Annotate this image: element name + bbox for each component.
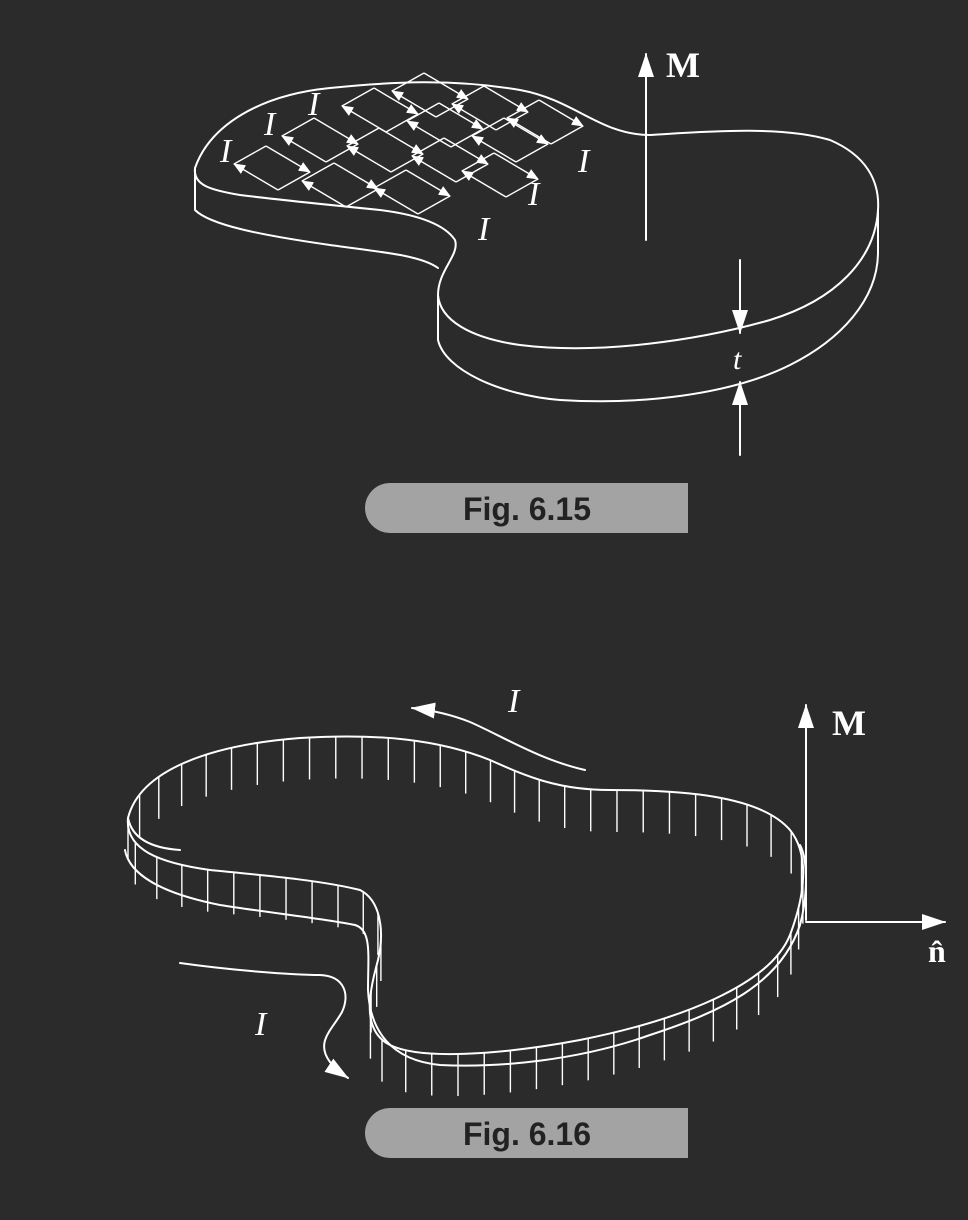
figure-caption: Fig. 6.16: [463, 1116, 591, 1152]
magnetization-label: M: [832, 703, 866, 743]
current-loop-segment: [325, 143, 359, 163]
current-loop-segment: [550, 125, 584, 145]
current-loop-segment: [506, 117, 552, 145]
fig-6-15: M t I I I I I I Fig. 6.15: [193, 45, 880, 533]
current-loop-segment: [417, 195, 451, 215]
current-loop-segment: [483, 85, 529, 113]
caption-pill: [365, 483, 688, 533]
current-arrow-out: [179, 962, 349, 1079]
current-loop-segment: [391, 72, 425, 92]
slab-left-side: [194, 167, 439, 269]
current-label: I: [219, 133, 233, 170]
current-loop-segment: [515, 143, 549, 163]
current-loop-segment: [281, 135, 327, 163]
current-loop-segment: [411, 155, 457, 183]
current-loop-segment: [373, 87, 419, 115]
current-label: I: [307, 86, 321, 123]
current-loop-segment: [265, 145, 311, 173]
current-loop-segment: [538, 99, 584, 127]
current-loop-segment: [346, 145, 392, 173]
ribbon-inner-edge: [127, 817, 181, 851]
current-label: I: [577, 143, 591, 180]
current-loop-segment: [233, 163, 279, 191]
current-loop-segment: [438, 102, 484, 130]
current-loop-segment: [451, 85, 485, 105]
current-loop-segment: [233, 145, 267, 165]
current-label: I: [254, 1006, 268, 1043]
current-loop-segment: [471, 117, 505, 137]
current-loop-segment: [461, 170, 507, 198]
current-loop-segment: [341, 105, 387, 133]
current-loop-segment: [390, 153, 424, 173]
current-loop-segment: [455, 163, 489, 183]
current-loops: [233, 72, 584, 215]
current-label: I: [263, 106, 277, 143]
current-loop-segment: [373, 169, 407, 189]
current-loop-segment: [346, 127, 380, 147]
slab-right-side: [437, 209, 879, 403]
magnetization-label: M: [666, 45, 700, 85]
current-label: I: [477, 211, 491, 248]
current-loop-segment: [423, 72, 469, 100]
current-loop-segment: [341, 87, 375, 107]
current-loop-segment: [301, 180, 347, 208]
ribbon-strips: [127, 736, 804, 1096]
current-loop-segment: [385, 113, 419, 133]
current-loop-segment: [506, 99, 540, 119]
current-loop-segment: [406, 102, 440, 122]
current-loop-segment: [493, 152, 539, 180]
current-loop-segment: [461, 152, 495, 172]
current-loop-segment: [373, 187, 419, 215]
current-loop-segment: [406, 120, 452, 148]
ribbon-top-edge: [126, 735, 805, 1056]
ribbon-bottom-edge: [124, 844, 807, 1067]
current-loop-segment: [391, 90, 437, 118]
current-loop-segment: [435, 98, 469, 118]
normal-label: n̂: [928, 933, 946, 969]
current-loop-segment: [345, 188, 379, 208]
current-loop-segment: [301, 162, 335, 182]
current-loop-segment: [411, 137, 445, 157]
current-label: I: [527, 176, 541, 213]
fig-6-16: I I M n̂ Fig. 6.16: [124, 683, 946, 1158]
current-loop-segment: [451, 103, 497, 131]
current-loop-segment: [505, 178, 539, 198]
current-loop-segment: [277, 171, 311, 191]
current-arrow-in: [411, 702, 586, 771]
current-loop-segment: [333, 162, 379, 190]
thickness-label: t: [733, 343, 742, 376]
current-loop-segment: [281, 117, 315, 137]
current-loop-segment: [443, 137, 489, 165]
current-loop-segment: [450, 128, 484, 148]
current-loop-segment: [471, 135, 517, 163]
slab-top-outline: [193, 81, 880, 350]
caption-pill: [365, 1108, 688, 1158]
current-loop-segment: [313, 117, 359, 145]
current-loop-segment: [405, 169, 451, 197]
current-label: I: [507, 683, 521, 720]
figure-caption: Fig. 6.15: [463, 491, 591, 527]
